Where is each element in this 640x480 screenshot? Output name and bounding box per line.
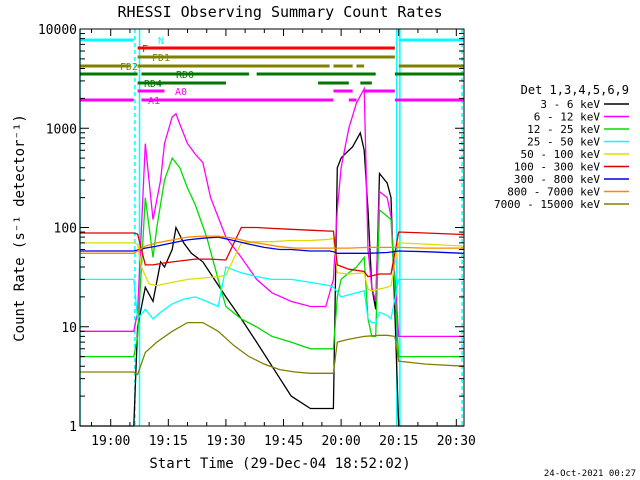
series-line-4 [80, 237, 465, 292]
y-tick-label-10000: 10000 [38, 23, 77, 38]
x-tick-label-20:00: 20:00 [322, 434, 361, 449]
flag-label-f: F [142, 44, 148, 55]
chart-title: RHESSI Observing Summary Count Rates [117, 3, 442, 21]
legend-title: Det 1,3,4,5,6,9 [521, 83, 629, 97]
x-tick-label-19:00: 19:00 [91, 434, 130, 449]
x-axis-label: Start Time (29-Dec-04 18:52:02) [149, 456, 410, 472]
legend-label-7: 800 - 7000 keV [507, 186, 600, 199]
y-tick-label-100: 100 [54, 222, 77, 237]
x-tick-label-19:15: 19:15 [149, 434, 188, 449]
flag-label-a0: A0 [175, 87, 187, 98]
x-tick-label-19:30: 19:30 [206, 434, 245, 449]
flag-label-n: N [158, 36, 164, 47]
flag-label-a1: A1 [148, 96, 160, 107]
legend-label-6: 300 - 800 keV [514, 173, 600, 186]
y-tick-label-1: 1 [69, 420, 77, 435]
series-line-5 [80, 226, 465, 278]
x-tick-label-20:30: 20:30 [437, 434, 476, 449]
series-line-2 [80, 156, 464, 358]
flag-label-fd1: FD1 [152, 53, 170, 64]
series-line-8 [80, 321, 465, 376]
legend-label-4: 50 - 100 keV [521, 148, 601, 161]
legend-label-3: 25 - 50 keV [527, 136, 600, 149]
y-tick-label-1000: 1000 [46, 122, 77, 137]
timestamp: 24-Oct-2021 00:27 [544, 469, 636, 479]
x-tick-label-20:15: 20:15 [379, 434, 418, 449]
flag-label-fd2: FD2 [120, 62, 138, 73]
series-line-7 [80, 235, 464, 254]
series-line-3 [80, 266, 464, 324]
legend-label-1: 6 - 12 keV [534, 111, 601, 124]
legend-label-8: 7000 - 15000 keV [494, 198, 600, 211]
x-axis-ticks: 19:00 19:15 19:30 19:45 20:00 20:15 20:30 [91, 29, 476, 449]
series-line-1 [80, 86, 464, 338]
x-tick-label-19:45: 19:45 [264, 434, 303, 449]
legend-label-0: 3 - 6 keV [540, 98, 600, 111]
y-tick-label-10: 10 [61, 321, 77, 336]
flag-bars: NF FD1 FD2 RDO RD4 A0 A1 [80, 36, 464, 107]
flag-label-rd4: RD4 [144, 79, 162, 90]
legend-label-2: 12 - 25 keV [527, 123, 600, 136]
y-axis-ticks: 1 10 100 1000 10000 [38, 23, 464, 435]
flag-label-rdo: RDO [176, 70, 194, 81]
legend-label-5: 100 - 300 keV [514, 161, 600, 174]
series-line-6 [80, 236, 465, 254]
series-lines [80, 86, 465, 427]
y-axis-label: Count Rate (s⁻¹ detector⁻¹) [12, 114, 28, 342]
